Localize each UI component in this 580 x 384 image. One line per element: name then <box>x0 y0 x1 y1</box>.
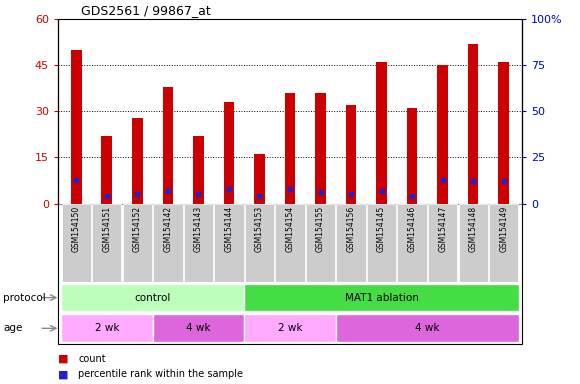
Text: GSM154154: GSM154154 <box>285 206 295 252</box>
Text: GSM154149: GSM154149 <box>499 206 508 252</box>
FancyBboxPatch shape <box>397 204 427 282</box>
Text: count: count <box>78 354 106 364</box>
Text: GSM154144: GSM154144 <box>224 206 233 252</box>
Bar <box>498 62 509 204</box>
FancyBboxPatch shape <box>92 204 121 282</box>
Text: MAT1 ablation: MAT1 ablation <box>345 293 419 303</box>
FancyBboxPatch shape <box>428 204 457 282</box>
Text: 4 wk: 4 wk <box>186 323 211 333</box>
FancyBboxPatch shape <box>489 204 519 282</box>
Text: ■: ■ <box>58 369 68 379</box>
FancyBboxPatch shape <box>367 204 396 282</box>
Text: GSM154152: GSM154152 <box>133 206 142 252</box>
Text: ■: ■ <box>58 354 68 364</box>
FancyBboxPatch shape <box>214 204 244 282</box>
Text: GSM154142: GSM154142 <box>164 206 172 252</box>
FancyBboxPatch shape <box>276 204 304 282</box>
Bar <box>162 87 173 204</box>
Bar <box>285 93 295 204</box>
Bar <box>437 65 448 204</box>
Text: 4 wk: 4 wk <box>415 323 440 333</box>
Text: GSM154147: GSM154147 <box>438 206 447 252</box>
Text: age: age <box>3 323 22 333</box>
Text: control: control <box>135 293 171 303</box>
FancyBboxPatch shape <box>336 204 366 282</box>
Bar <box>468 44 478 204</box>
Text: 2 wk: 2 wk <box>278 323 302 333</box>
Bar <box>224 102 234 204</box>
Bar <box>132 118 143 204</box>
Text: GSM154145: GSM154145 <box>377 206 386 252</box>
Bar <box>376 62 387 204</box>
Text: GSM154143: GSM154143 <box>194 206 203 252</box>
Text: protocol: protocol <box>3 293 46 303</box>
FancyBboxPatch shape <box>459 204 488 282</box>
Text: GSM154146: GSM154146 <box>408 206 416 252</box>
FancyBboxPatch shape <box>123 204 152 282</box>
Text: GSM154155: GSM154155 <box>316 206 325 252</box>
Bar <box>102 136 112 204</box>
FancyBboxPatch shape <box>306 204 335 282</box>
Text: GSM154151: GSM154151 <box>102 206 111 252</box>
FancyBboxPatch shape <box>245 204 274 282</box>
Text: 2 wk: 2 wk <box>95 323 119 333</box>
FancyBboxPatch shape <box>336 314 519 342</box>
FancyBboxPatch shape <box>61 314 153 342</box>
Text: GSM154148: GSM154148 <box>469 206 478 252</box>
Bar <box>71 50 82 204</box>
Text: GSM154156: GSM154156 <box>347 206 356 252</box>
FancyBboxPatch shape <box>153 204 183 282</box>
FancyBboxPatch shape <box>244 284 519 311</box>
Text: GSM154150: GSM154150 <box>72 206 81 252</box>
Bar <box>193 136 204 204</box>
FancyBboxPatch shape <box>153 314 244 342</box>
Text: GSM154153: GSM154153 <box>255 206 264 252</box>
FancyBboxPatch shape <box>184 204 213 282</box>
Bar <box>315 93 326 204</box>
Bar <box>254 154 265 204</box>
Text: percentile rank within the sample: percentile rank within the sample <box>78 369 243 379</box>
Bar <box>346 105 356 204</box>
Bar <box>407 108 418 204</box>
FancyBboxPatch shape <box>244 314 336 342</box>
FancyBboxPatch shape <box>61 284 244 311</box>
Text: GDS2561 / 99867_at: GDS2561 / 99867_at <box>81 3 211 17</box>
FancyBboxPatch shape <box>61 204 91 282</box>
